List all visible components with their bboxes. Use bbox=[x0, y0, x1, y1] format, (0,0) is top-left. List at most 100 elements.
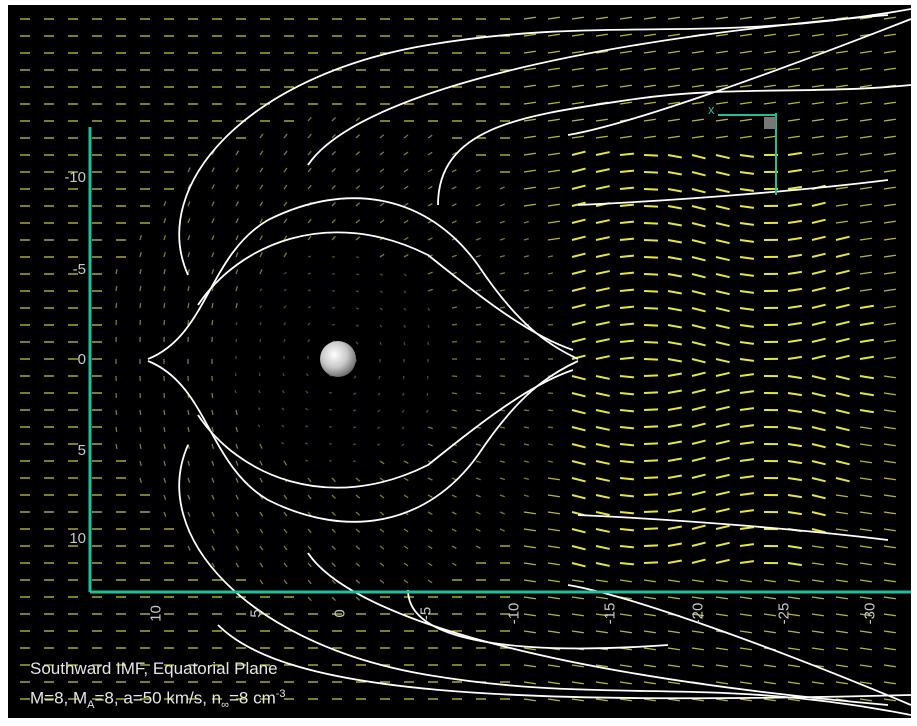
vector-arrow bbox=[691, 290, 706, 296]
vector-arrow bbox=[859, 118, 872, 122]
vector-arrow bbox=[571, 596, 584, 600]
vector-arrow bbox=[355, 168, 361, 173]
field-line bbox=[147, 197, 579, 360]
vector-arrow bbox=[715, 541, 730, 547]
vector-arrow bbox=[715, 188, 730, 194]
vector-arrow bbox=[259, 511, 264, 517]
vector-arrow bbox=[307, 528, 312, 534]
vector-arrow bbox=[835, 528, 848, 532]
vector-arrow bbox=[643, 135, 656, 139]
vector-arrow bbox=[691, 222, 706, 228]
vector-arrow bbox=[355, 324, 359, 327]
vector-arrow bbox=[403, 477, 409, 482]
vector-arrow bbox=[787, 67, 800, 71]
vector-arrow bbox=[739, 373, 755, 377]
vector-arrow bbox=[859, 511, 872, 515]
vector-arrow bbox=[739, 205, 755, 209]
vector-arrow bbox=[835, 562, 848, 566]
vector-arrow bbox=[475, 272, 481, 275]
vector-arrow bbox=[283, 184, 288, 190]
vector-arrow bbox=[811, 84, 824, 88]
vector-arrow bbox=[883, 254, 896, 258]
vector-arrow bbox=[379, 290, 383, 294]
vector-arrow bbox=[691, 579, 704, 583]
vector-arrow bbox=[283, 338, 286, 343]
vector-arrow bbox=[235, 269, 239, 275]
vector-arrow bbox=[715, 558, 730, 564]
vector-arrow bbox=[739, 135, 752, 139]
vector-arrow bbox=[331, 133, 336, 139]
vector-arrow bbox=[835, 494, 848, 498]
vector-arrow bbox=[715, 50, 728, 54]
vector-arrow bbox=[475, 186, 481, 190]
vector-arrow bbox=[619, 460, 635, 464]
vector-arrow bbox=[763, 135, 776, 139]
vector-arrow bbox=[259, 477, 263, 483]
vector-arrow bbox=[883, 305, 896, 309]
field-line bbox=[147, 360, 579, 523]
vector-arrow bbox=[643, 118, 656, 122]
vector-arrow bbox=[883, 118, 896, 122]
vector-arrow bbox=[307, 579, 312, 585]
vector-arrow bbox=[402, 392, 405, 396]
vector-arrow bbox=[859, 698, 872, 702]
vector-arrow bbox=[739, 596, 752, 600]
vector-arrow bbox=[403, 185, 409, 190]
vector-arrow bbox=[691, 405, 706, 411]
vector-arrow bbox=[571, 354, 586, 360]
vector-arrow bbox=[307, 494, 312, 500]
vector-arrow bbox=[187, 319, 190, 326]
vector-arrow bbox=[451, 289, 457, 292]
vector-arrow bbox=[859, 613, 872, 617]
vector-arrow bbox=[643, 527, 659, 530]
vector-arrow bbox=[187, 443, 190, 450]
vector-arrow bbox=[523, 664, 536, 668]
vector-arrow bbox=[811, 579, 824, 583]
vector-arrow bbox=[739, 613, 752, 617]
vector-arrow bbox=[715, 388, 730, 394]
vector-arrow bbox=[211, 511, 215, 517]
y-tick-label: 10 bbox=[69, 530, 86, 547]
vector-arrow bbox=[307, 167, 312, 173]
vector-arrow bbox=[883, 237, 896, 241]
vector-arrow bbox=[235, 184, 240, 190]
vector-arrow bbox=[379, 307, 383, 311]
vector-arrow bbox=[379, 324, 383, 328]
vector-arrow bbox=[643, 222, 659, 225]
vector-arrow bbox=[667, 372, 682, 377]
vector-arrow bbox=[283, 201, 288, 207]
vector-arrow bbox=[715, 171, 730, 177]
vector-arrow bbox=[139, 302, 142, 309]
vector-arrow bbox=[547, 118, 560, 122]
vector-arrow bbox=[571, 167, 586, 173]
vector-arrow bbox=[883, 220, 896, 224]
vector-arrow bbox=[355, 290, 360, 293]
vector-arrow bbox=[235, 426, 239, 432]
vector-arrow bbox=[475, 409, 482, 412]
vector-arrow bbox=[259, 443, 263, 449]
vector-arrow bbox=[475, 477, 481, 481]
vector-arrow bbox=[211, 150, 216, 156]
vector-arrow bbox=[571, 681, 584, 685]
vector-arrow bbox=[451, 254, 457, 258]
vector-arrow bbox=[523, 579, 536, 583]
vector-arrow bbox=[715, 507, 730, 513]
vector-arrow bbox=[811, 460, 826, 466]
vector-arrow bbox=[859, 681, 872, 685]
vector-arrow bbox=[859, 220, 872, 224]
vector-arrow bbox=[547, 169, 560, 173]
vector-arrow bbox=[595, 664, 608, 668]
vector-arrow bbox=[643, 459, 659, 462]
vector-arrow bbox=[379, 151, 385, 156]
vector-arrow bbox=[667, 239, 682, 244]
x-tick-label: -15 bbox=[601, 602, 619, 625]
vector-arrow bbox=[835, 169, 848, 173]
vector-arrow bbox=[835, 596, 848, 600]
vector-arrow bbox=[547, 255, 554, 258]
vector-arrow bbox=[571, 16, 584, 20]
vector-arrow bbox=[883, 271, 896, 275]
vector-arrow bbox=[307, 562, 312, 568]
vector-arrow bbox=[523, 306, 530, 309]
vector-arrow bbox=[739, 188, 755, 192]
vector-arrow bbox=[595, 135, 608, 139]
